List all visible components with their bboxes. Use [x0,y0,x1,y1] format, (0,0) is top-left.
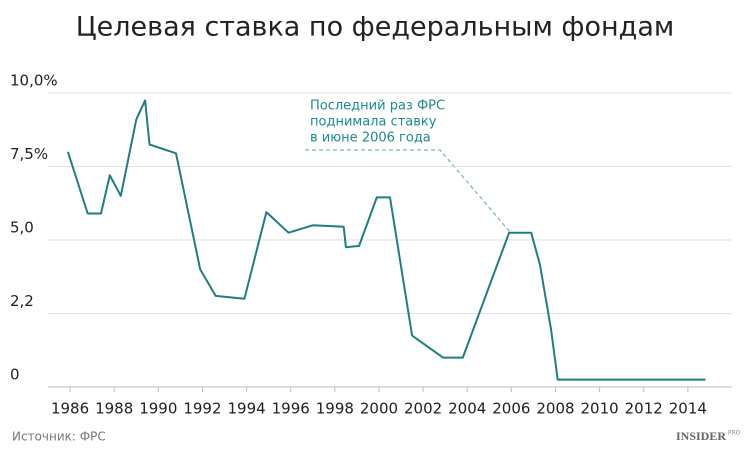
x-tick-label: 2008 [536,400,574,418]
y-tick-label: 5,0 [10,219,34,237]
x-tick-label: 2004 [448,400,486,418]
y-tick-label: 10,0% [10,72,58,90]
annotation-pointer [305,149,511,233]
x-tick-label: 2002 [404,400,442,418]
y-tick-label: 7,5% [10,145,48,163]
x-tick-label: 2012 [625,400,663,418]
x-tick-label: 2014 [669,400,707,418]
annotation-line: поднимала ставку [310,115,437,130]
x-tick-label: 2006 [492,400,530,418]
x-tick-label: 1996 [272,400,310,418]
line-series [66,99,706,381]
x-tick-label: 1998 [316,400,354,418]
annotation-line: Последний раз ФРС [310,99,445,114]
x-tick-label: 1992 [183,400,221,418]
source: Источник: ФРС [12,430,106,444]
x-tick-label: 1986 [51,400,89,418]
logo-sup: PRO [728,430,741,437]
annotation-line: в июне 2006 года [310,131,431,146]
y-tick-label: 0 [10,366,20,384]
x-tick-label: 1990 [139,400,177,418]
y-tick-label: 2,2 [10,292,34,310]
x-tick-label: 1988 [95,400,133,418]
x-tick-label: 2010 [581,400,619,418]
chart-title: Целевая ставка по федеральным фондам [76,12,675,43]
x-tick-label: 2000 [360,400,398,418]
x-tick-label: 1994 [227,400,265,418]
logo: INSIDER [676,429,726,443]
